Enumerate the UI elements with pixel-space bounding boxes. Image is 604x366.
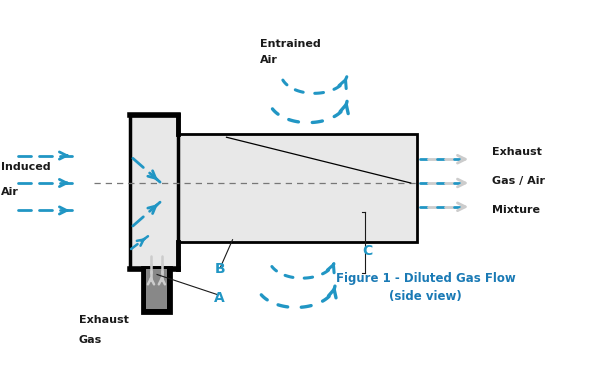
Text: Figure 1 - Diluted Gas Flow
(side view): Figure 1 - Diluted Gas Flow (side view) — [336, 272, 516, 303]
Text: Exhaust: Exhaust — [79, 315, 129, 325]
Text: Mixture: Mixture — [492, 205, 540, 216]
Bar — [142, 267, 171, 313]
Text: C: C — [362, 244, 373, 258]
Bar — [146, 269, 167, 309]
Text: Entrained: Entrained — [260, 39, 321, 49]
Bar — [130, 115, 178, 269]
Text: Gas: Gas — [79, 335, 101, 346]
Text: Gas / Air: Gas / Air — [492, 176, 545, 186]
Text: B: B — [214, 262, 225, 276]
Text: Air: Air — [260, 55, 278, 66]
Text: A: A — [214, 291, 225, 305]
Text: Induced: Induced — [1, 161, 51, 172]
Bar — [178, 134, 417, 242]
Text: Exhaust: Exhaust — [492, 147, 542, 157]
Text: Air: Air — [1, 187, 19, 197]
